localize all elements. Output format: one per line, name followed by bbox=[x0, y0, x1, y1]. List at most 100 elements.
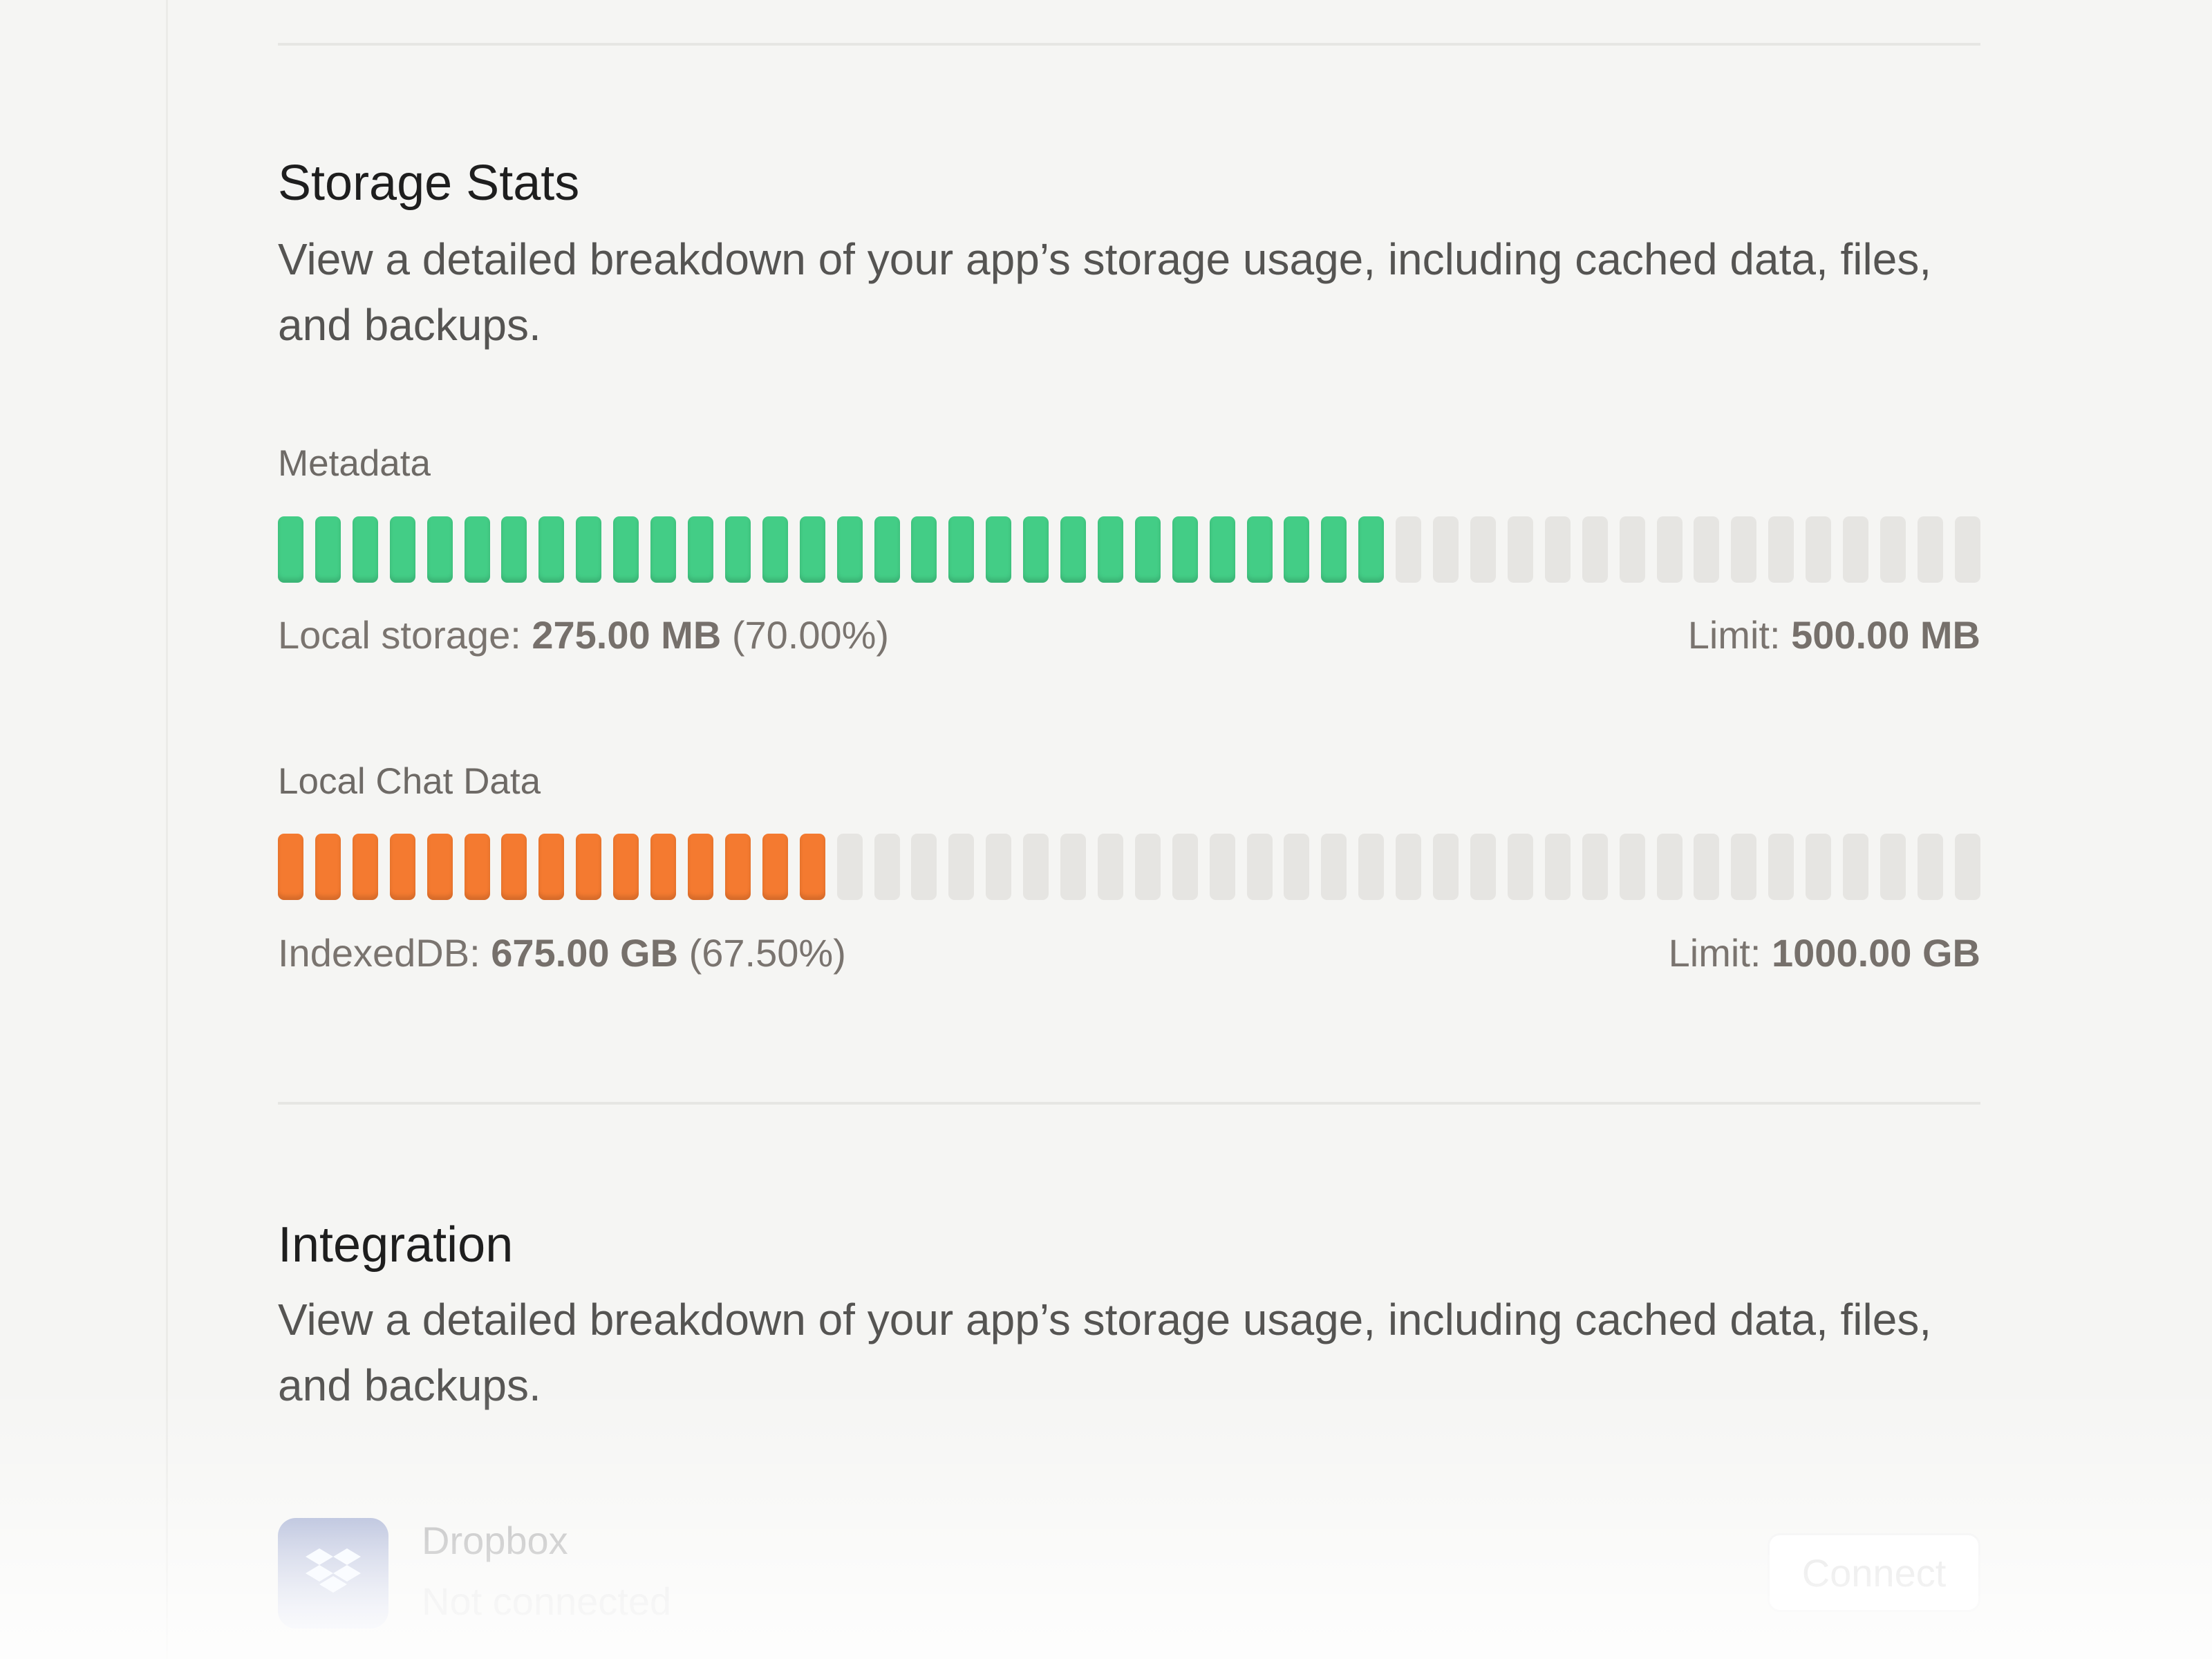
chat-data-footer: IndexedDB: 675.00 GB (67.50%) Limit: 100… bbox=[278, 930, 1980, 975]
meter-segment-empty bbox=[1806, 834, 1832, 900]
chat-data-meter bbox=[278, 834, 1980, 900]
meter-segment-empty bbox=[1358, 834, 1385, 900]
meter-segment-filled bbox=[1246, 516, 1273, 583]
meter-segment-empty bbox=[1544, 516, 1571, 583]
meter-segment-empty bbox=[911, 834, 937, 900]
meter-segment-empty bbox=[1880, 516, 1906, 583]
meter-segment-empty bbox=[1396, 516, 1422, 583]
meter-segment-filled bbox=[538, 834, 565, 900]
dropbox-icon bbox=[278, 1518, 388, 1629]
meter-segment-filled bbox=[501, 834, 527, 900]
dropbox-name: Dropbox bbox=[422, 1519, 568, 1562]
meter-segment-filled bbox=[576, 834, 602, 900]
meter-segment-empty bbox=[1954, 834, 1980, 900]
meter-segment-empty bbox=[1694, 516, 1720, 583]
meter-segment-filled bbox=[538, 516, 565, 583]
meter-segment-filled bbox=[724, 834, 751, 900]
meter-segment-filled bbox=[1209, 516, 1235, 583]
meter-segment-filled bbox=[613, 516, 639, 583]
meter-segment-empty bbox=[836, 834, 863, 900]
meter-segment-empty bbox=[1470, 516, 1496, 583]
meter-segment-filled bbox=[650, 516, 677, 583]
usage-value: 275.00 MB bbox=[532, 613, 722, 657]
meter-segment-empty bbox=[1843, 516, 1869, 583]
meter-segment-empty bbox=[1656, 834, 1683, 900]
metadata-meter bbox=[278, 516, 1980, 583]
meter-segment-filled bbox=[389, 834, 415, 900]
meter-segment-filled bbox=[1358, 516, 1385, 583]
metadata-usage: Local storage: 275.00 MB (70.00%) bbox=[278, 612, 889, 657]
integration-description: View a detailed breakdown of your app’s … bbox=[278, 1295, 1932, 1410]
meter-segment-filled bbox=[724, 516, 751, 583]
meter-segment-empty bbox=[1209, 834, 1235, 900]
meter-segment-filled bbox=[986, 516, 1012, 583]
meter-segment-empty bbox=[1619, 834, 1645, 900]
meter-segment-empty bbox=[1917, 834, 1943, 900]
meter-segment-empty bbox=[1768, 834, 1794, 900]
meter-segment-empty bbox=[1023, 834, 1049, 900]
meter-segment-filled bbox=[427, 516, 453, 583]
meter-segment-empty bbox=[1656, 516, 1683, 583]
divider bbox=[278, 43, 1980, 46]
meter-segment-empty bbox=[948, 834, 975, 900]
meter-segment-empty bbox=[874, 834, 900, 900]
meter-segment-empty bbox=[1470, 834, 1496, 900]
limit-value: 1000.00 GB bbox=[1772, 931, 1980, 975]
limit-value: 500.00 MB bbox=[1791, 613, 1980, 657]
usage-value: 675.00 GB bbox=[491, 931, 679, 975]
usage-prefix: Local storage: bbox=[278, 613, 521, 657]
meter-segment-filled bbox=[911, 516, 937, 583]
divider bbox=[278, 1102, 1980, 1105]
metadata-limit: Limit: 500.00 MB bbox=[1688, 612, 1980, 657]
meter-segment-filled bbox=[315, 516, 341, 583]
dropbox-connect-button[interactable]: Connect bbox=[1768, 1533, 1980, 1612]
meter-segment-empty bbox=[1246, 834, 1273, 900]
metadata-footer: Local storage: 275.00 MB (70.00%) Limit:… bbox=[278, 612, 1980, 657]
limit-prefix: Limit: bbox=[1687, 613, 1781, 657]
meter-segment-empty bbox=[1134, 834, 1161, 900]
dropbox-status: Not connected bbox=[422, 1580, 672, 1623]
meter-segment-empty bbox=[986, 834, 1012, 900]
meter-segment-filled bbox=[762, 516, 788, 583]
meter-segment-filled bbox=[576, 516, 602, 583]
meter-segment-filled bbox=[948, 516, 975, 583]
meter-segment-empty bbox=[1396, 834, 1422, 900]
meter-segment-empty bbox=[1843, 834, 1869, 900]
meter-segment-empty bbox=[1060, 834, 1087, 900]
meter-segment-filled bbox=[1134, 516, 1161, 583]
meter-segment-empty bbox=[1433, 834, 1459, 900]
meter-segment-filled bbox=[687, 834, 713, 900]
meter-segment-empty bbox=[1619, 516, 1645, 583]
meter-segment-filled bbox=[1060, 516, 1087, 583]
meter-segment-filled bbox=[836, 516, 863, 583]
integration-title: Integration bbox=[278, 1217, 514, 1273]
usage-percent: (67.50%) bbox=[688, 931, 846, 975]
meter-segment-filled bbox=[1321, 516, 1347, 583]
meter-segment-empty bbox=[1507, 516, 1533, 583]
meter-segment-filled bbox=[501, 516, 527, 583]
meter-segment-empty bbox=[1582, 834, 1608, 900]
meter-segment-empty bbox=[1321, 834, 1347, 900]
usage-percent: (70.00%) bbox=[731, 613, 890, 657]
meter-segment-filled bbox=[687, 516, 713, 583]
meter-segment-filled bbox=[1284, 516, 1310, 583]
meter-segment-filled bbox=[464, 516, 490, 583]
sidebar-border bbox=[166, 0, 168, 1659]
chat-data-limit: Limit: 1000.00 GB bbox=[1669, 930, 1980, 975]
chat-data-usage: IndexedDB: 675.00 GB (67.50%) bbox=[278, 930, 846, 975]
meter-segment-empty bbox=[1731, 516, 1757, 583]
storage-title: Storage Stats bbox=[278, 156, 580, 211]
meter-segment-filled bbox=[427, 834, 453, 900]
meter-segment-filled bbox=[613, 834, 639, 900]
meter-segment-empty bbox=[1582, 516, 1608, 583]
meter-segment-empty bbox=[1768, 516, 1794, 583]
meter-segment-empty bbox=[1954, 516, 1980, 583]
meter-segment-filled bbox=[1097, 516, 1123, 583]
meter-segment-filled bbox=[278, 516, 303, 583]
meter-segment-filled bbox=[650, 834, 677, 900]
meter-segment-empty bbox=[1433, 516, 1459, 583]
meter-segment-empty bbox=[1731, 834, 1757, 900]
meter-segment-filled bbox=[799, 516, 825, 583]
meter-segment-empty bbox=[1172, 834, 1198, 900]
meter-segment-empty bbox=[1284, 834, 1310, 900]
